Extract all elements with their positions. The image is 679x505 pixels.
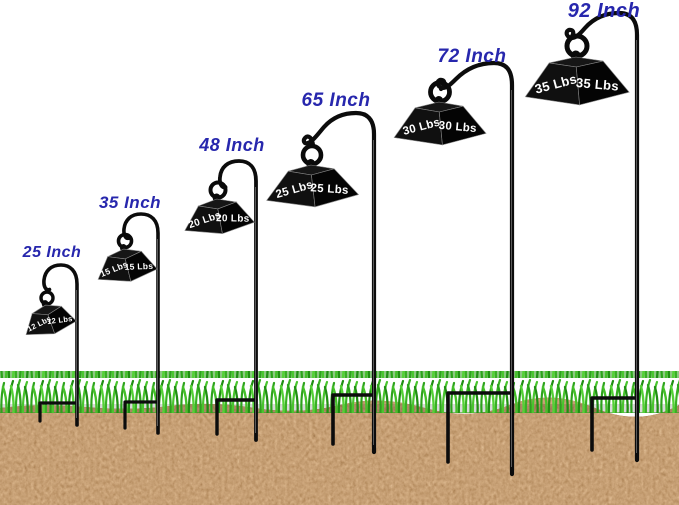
weight-right-face <box>124 250 158 282</box>
ground-anchor <box>123 400 160 430</box>
height-label-48-inch: 48 Inch <box>199 135 265 155</box>
height-label-65-inch: 65 Inch <box>301 90 371 111</box>
weight-label-right: 35 Lbs <box>575 75 619 94</box>
hook-pole <box>42 263 79 427</box>
weight-label-right: 30 Lbs <box>438 120 477 135</box>
ground-anchor <box>38 401 79 423</box>
weight-label-right: 15 Lbs <box>124 261 153 272</box>
height-label-72-inch: 72 Inch <box>437 46 507 67</box>
weight-right-face <box>311 168 360 208</box>
ground-anchor <box>331 393 376 446</box>
shepherd-hook-35-inch: 15 Lbs 15 Lbs <box>97 212 160 435</box>
height-label-25-inch: 25 Inch <box>22 244 82 261</box>
shepherd-hook-72-inch: 30 Lbs 30 Lbs <box>393 60 515 477</box>
weight-right-face <box>575 60 630 106</box>
weight-label-right: 25 Lbs <box>310 182 349 197</box>
weight-35lbs: 35 Lbs 35 Lbs <box>524 33 630 106</box>
weight-30lbs: 30 Lbs 30 Lbs <box>393 80 487 146</box>
weight-right-face <box>217 201 255 235</box>
shepherd-hook-25-inch: 12 Lbs 12 Lbs <box>25 263 79 427</box>
ground-anchor <box>446 391 514 464</box>
weight-20lbs: 20 Lbs 20 Lbs <box>184 180 255 235</box>
height-label-35-inch: 35 Inch <box>98 193 162 212</box>
hook-pole <box>301 110 377 455</box>
shepherd-hook-65-inch: 25 Lbs 25 Lbs <box>266 110 377 455</box>
weight-25lbs: 25 Lbs 25 Lbs <box>266 143 360 208</box>
weight-label-right: 20 Lbs <box>216 213 250 225</box>
weight-12lbs: 12 Lbs 12 Lbs <box>25 290 77 335</box>
shepherd-hook-92-inch: 35 Lbs 35 Lbs <box>524 10 640 463</box>
ground-anchor <box>215 398 258 436</box>
ground-anchor <box>590 396 639 452</box>
weight-right-face <box>47 305 77 335</box>
soil <box>0 397 679 505</box>
weight-right-face <box>438 105 487 146</box>
shepherd-hook-48-inch: 20 Lbs 20 Lbs <box>184 159 258 442</box>
grass <box>0 371 679 413</box>
weight-15lbs: 15 Lbs 15 Lbs <box>97 232 158 282</box>
weight-label-right: 12 Lbs <box>47 314 73 326</box>
height-label-92-inch: 92 Inch <box>567 0 641 22</box>
